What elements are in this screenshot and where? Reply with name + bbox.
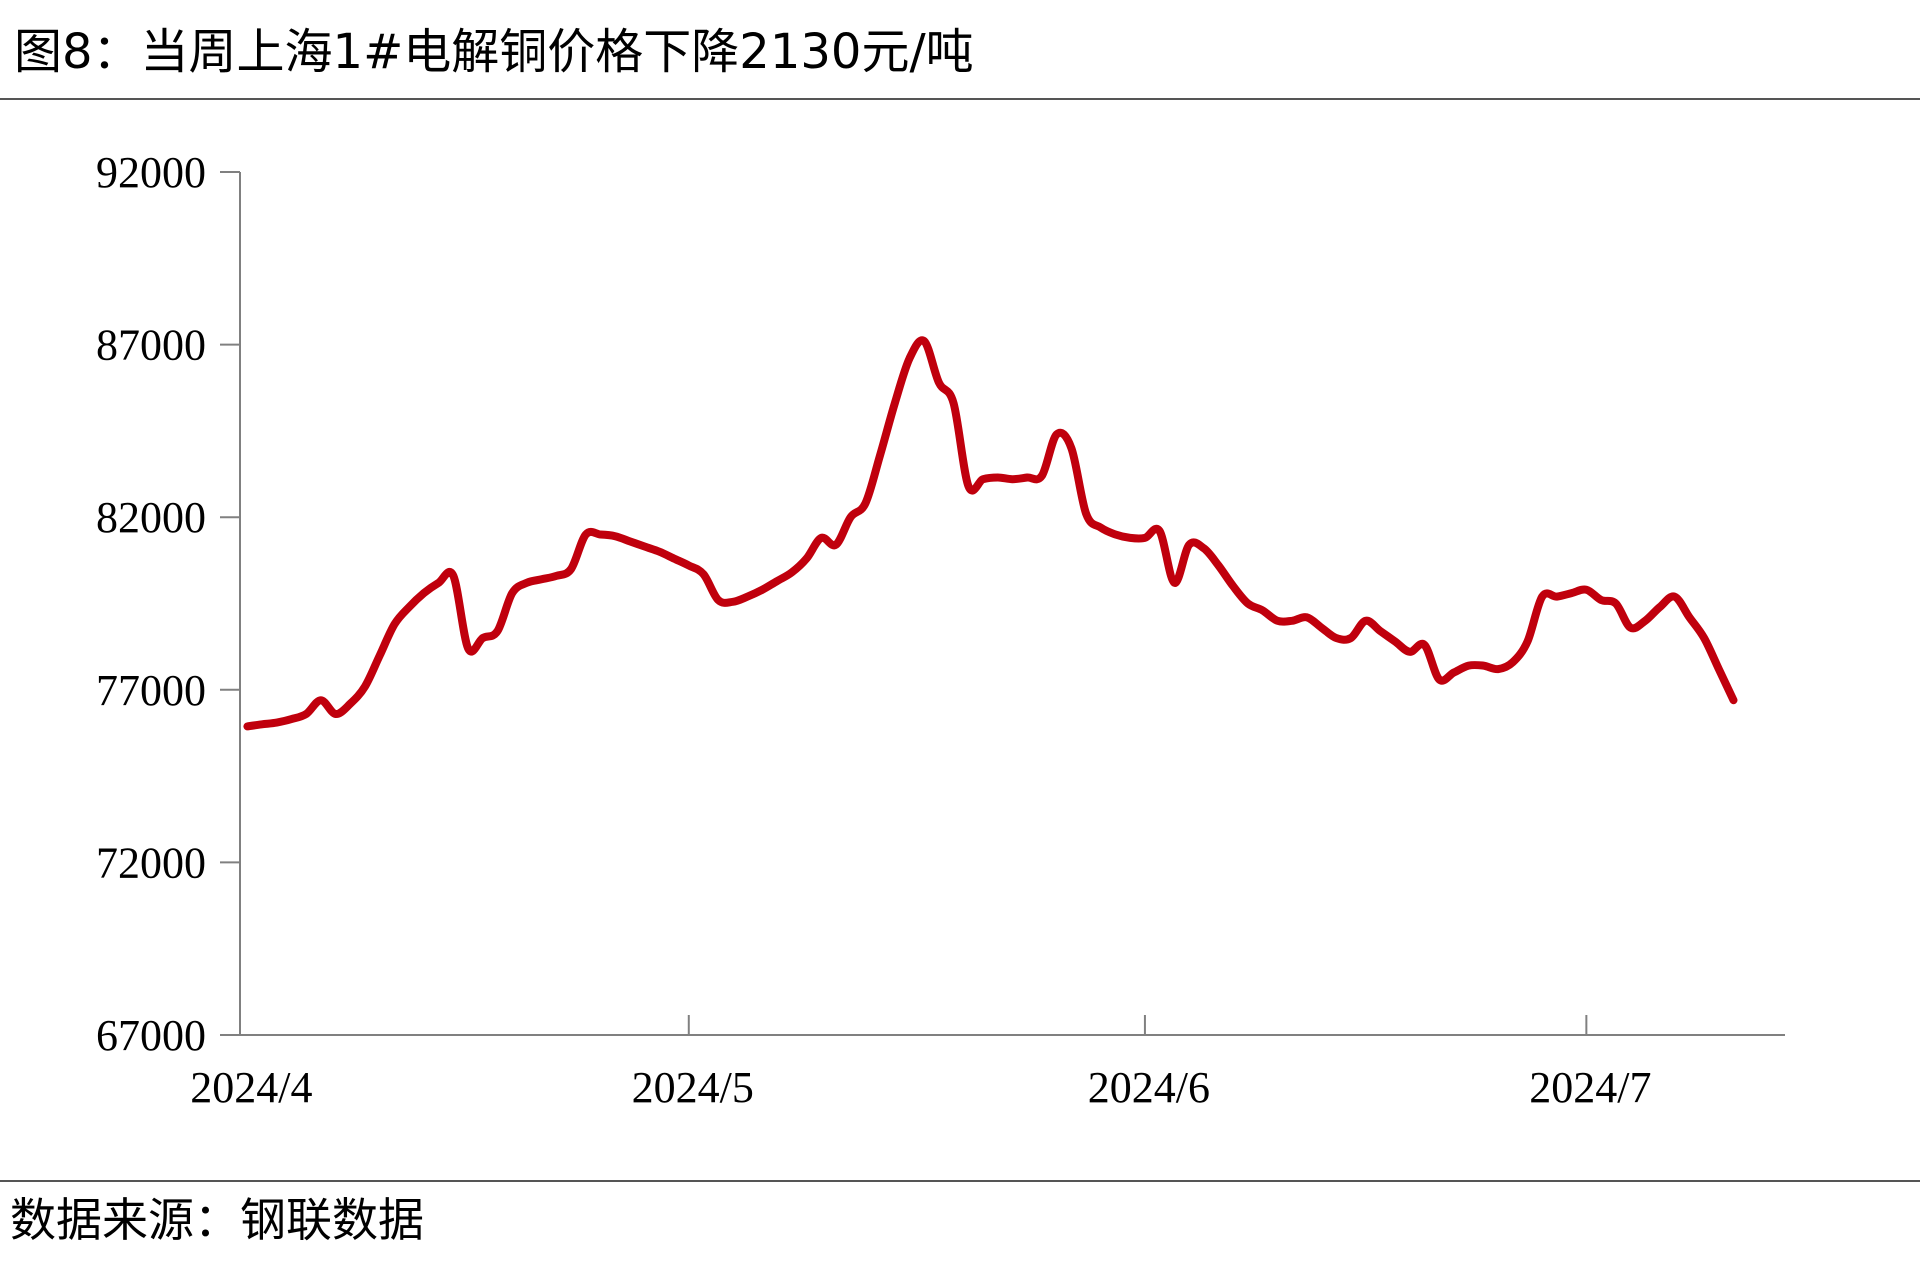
series-layer bbox=[243, 336, 1738, 731]
source-divider bbox=[0, 1180, 1920, 1182]
y-tick-label: 72000 bbox=[96, 838, 206, 887]
x-axis-ticks: 2024/4 2024/5 2024/6 2024/7 bbox=[190, 1015, 1651, 1112]
y-tick-label: 82000 bbox=[96, 493, 206, 542]
y-axis-ticks: 67000 72000 77000 82000 87000 92000 bbox=[96, 148, 240, 1060]
chart-axes bbox=[239, 172, 1785, 1036]
y-tick-label: 92000 bbox=[96, 148, 206, 197]
title-divider bbox=[0, 98, 1920, 100]
x-tick-label: 2024/6 bbox=[1088, 1063, 1210, 1112]
x-tick-label: 2024/7 bbox=[1529, 1063, 1651, 1112]
price-series-line bbox=[243, 336, 1738, 731]
figure-title: 图8：当周上海1#电解铜价格下降2130元/吨 bbox=[14, 24, 974, 80]
x-tick-label: 2024/5 bbox=[632, 1063, 754, 1112]
y-tick-label: 67000 bbox=[96, 1011, 206, 1060]
data-source: 数据来源：钢联数据 bbox=[10, 1193, 424, 1247]
y-tick-label: 77000 bbox=[96, 666, 206, 715]
y-tick-label: 87000 bbox=[96, 321, 206, 370]
x-tick-label: 2024/4 bbox=[190, 1063, 312, 1112]
